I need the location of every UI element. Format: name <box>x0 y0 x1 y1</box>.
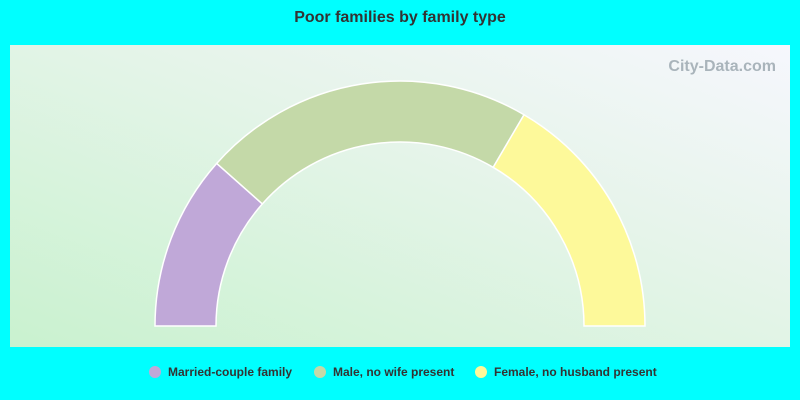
donut-segment <box>492 113 646 327</box>
chart-title: Poor families by family type <box>294 9 506 26</box>
legend-label: Female, no husband present <box>494 365 657 379</box>
legend-swatch <box>314 366 326 378</box>
legend: Married-couple family Male, no wife prese… <box>149 365 657 379</box>
legend-swatch <box>475 366 487 378</box>
legend-label: Male, no wife present <box>333 365 454 379</box>
legend-swatch <box>149 366 161 378</box>
legend-label: Married-couple family <box>168 365 292 379</box>
watermark: City-Data.com <box>668 58 776 75</box>
